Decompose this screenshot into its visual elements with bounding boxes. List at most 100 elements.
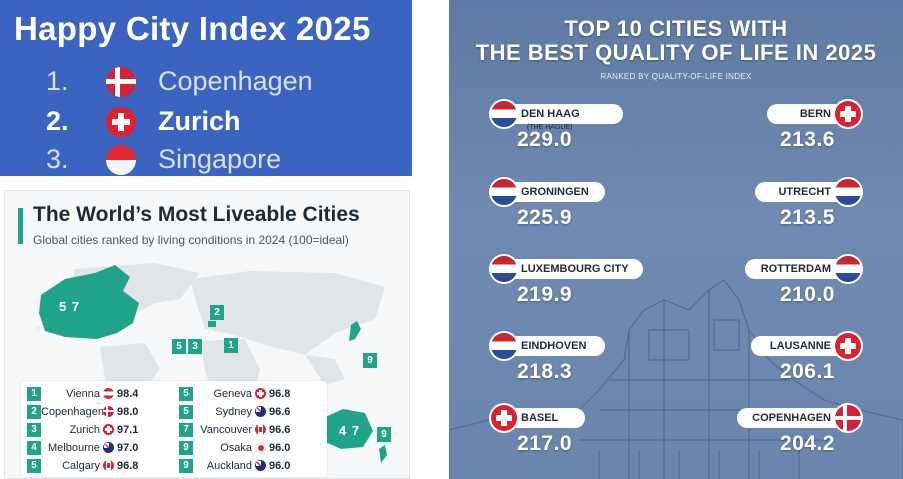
quality-city-item: EINDHOVEN 218.3: [491, 333, 605, 384]
legend-rank: 5: [179, 386, 193, 401]
legend-score: 96.6: [269, 423, 291, 436]
happy-rank: 2.: [46, 106, 69, 136]
legend-rank: 1: [27, 386, 41, 401]
liveable-legend: 1 Vienna 98.4 2 Copenhagen 98.0 3 Zurich…: [21, 381, 327, 477]
city-pill: LUXEMBOURG CITY: [491, 256, 643, 282]
city-name: DEN HAAG: [521, 108, 580, 120]
australia-flag-icon: [255, 406, 266, 417]
city-score: 206.1: [779, 360, 835, 383]
quality-city-item: BASEL 217.0: [491, 405, 585, 456]
city-name: BASEL: [521, 412, 559, 424]
city-score: 217.0: [517, 432, 573, 455]
quality-subtitle: RANKED BY QUALITY-OF-LIFE INDEX: [600, 72, 752, 81]
liveable-subtitle: Global cities ranked by living condition…: [33, 233, 349, 247]
netherlands-flag-icon: [491, 256, 517, 282]
city-pill: LAUSANNE: [751, 333, 861, 359]
city-name: LAUSANNE: [769, 340, 831, 352]
city-pill: EINDHOVEN: [491, 333, 605, 359]
singapore-flag-icon: [106, 144, 136, 175]
canada-flag-icon: [255, 424, 266, 435]
legend-city: Copenhagen: [41, 405, 105, 418]
quality-city-item: COPENHAGEN 204.2: [737, 405, 861, 456]
city-score: 213.6: [779, 128, 835, 151]
city-note: (THE HAGUE): [527, 124, 573, 131]
legend-row: 5 Sydney 96.6: [179, 404, 290, 419]
switzerland-flag-icon: [835, 101, 861, 127]
liveable-title: The World’s Most Liveable Cities: [33, 203, 360, 226]
map-marker: 2: [210, 305, 224, 320]
city-score: 229.0: [517, 128, 573, 151]
netherlands-flag-icon: [835, 179, 861, 205]
happy-row-1: 1. Copenhagen: [46, 66, 313, 97]
legend-row: 5 Calgary 96.8: [27, 458, 138, 473]
map-marker: 9: [363, 353, 377, 368]
happy-city: Zurich: [158, 106, 241, 136]
city-name: LUXEMBOURG CITY: [521, 263, 629, 275]
liveable-cities-panel: The World’s Most Liveable Cities Global …: [4, 190, 410, 479]
city-name: COPENHAGEN: [752, 412, 831, 424]
legend-score: 96.8: [117, 459, 139, 472]
legend-score: 96.0: [269, 441, 291, 454]
happy-row-3: 3. Singapore: [46, 144, 281, 175]
city-score: 219.9: [517, 283, 573, 306]
netherlands-flag-icon: [491, 333, 517, 359]
legend-rank: 7: [179, 422, 193, 437]
legend-city: Sydney: [215, 405, 252, 418]
quality-city-item: BERN 213.6: [767, 101, 861, 152]
legend-score: 96.0: [269, 459, 291, 472]
quality-city-item: GRONINGEN 225.9: [491, 179, 605, 230]
happy-rank: 1.: [46, 66, 69, 96]
city-score: 213.5: [779, 206, 835, 229]
city-score: 225.9: [517, 206, 573, 229]
legend-row: 2 Copenhagen 98.0: [27, 404, 138, 419]
quality-title-line2: THE BEST QUALITY OF LIFE IN 2025: [475, 40, 877, 65]
happy-city: Singapore: [158, 144, 282, 174]
switzerland-flag-icon: [491, 405, 517, 431]
legend-rank: 9: [179, 458, 193, 473]
accent-bar: [18, 208, 23, 244]
legend-row: 5 Geneva 96.8: [179, 386, 290, 401]
map-marker: 1: [224, 338, 238, 353]
quality-title-line1: TOP 10 CITIES WITH: [564, 16, 788, 41]
quality-city-item: LAUSANNE 206.1: [751, 333, 861, 384]
legend-score: 98.0: [117, 405, 139, 418]
denmark-flag-icon: [103, 406, 114, 417]
city-score: 210.0: [779, 283, 835, 306]
legend-rank: 9: [179, 440, 193, 455]
city-name: EINDHOVEN: [521, 340, 587, 352]
happy-row-2: 2. Zurich: [46, 106, 241, 137]
netherlands-flag-icon: [491, 101, 517, 127]
legend-score: 98.4: [117, 387, 139, 400]
canada-flag-icon: [103, 460, 114, 471]
legend-rank: 5: [27, 458, 41, 473]
austria-flag-icon: [103, 388, 114, 399]
map-label-canada: 5 7: [59, 299, 81, 314]
legend-rank: 4: [27, 440, 41, 455]
legend-score: 96.8: [269, 387, 291, 400]
city-pill: BERN: [767, 101, 861, 127]
city-score: 204.2: [779, 432, 835, 455]
map-marker: 3: [188, 339, 202, 354]
legend-score: 97.1: [117, 423, 139, 436]
map-marker: 9: [377, 427, 391, 442]
legend-rank: 2: [27, 404, 41, 419]
city-pill: COPENHAGEN: [737, 405, 861, 431]
city-pill: ROTTERDAM: [745, 256, 861, 282]
switzerland-flag-icon: [106, 106, 136, 137]
legend-score: 97.0: [117, 441, 139, 454]
quality-city-item: DEN HAAG (THE HAGUE) 229.0: [491, 101, 623, 152]
legend-row: 9 Auckland 96.0: [179, 458, 290, 473]
legend-rank: 5: [179, 404, 193, 419]
netherlands-flag-icon: [835, 256, 861, 282]
switzerland-flag-icon: [255, 388, 266, 399]
legend-city: Vienna: [65, 387, 100, 400]
legend-row: 1 Vienna 98.4: [27, 386, 138, 401]
legend-city: Zurich: [69, 423, 100, 436]
city-pill: UTRECHT: [755, 179, 861, 205]
switzerland-flag-icon: [835, 333, 861, 359]
happy-city: Copenhagen: [158, 66, 313, 96]
city-name: GRONINGEN: [521, 186, 589, 198]
city-name: BERN: [799, 108, 831, 120]
legend-city: Osaka: [220, 441, 252, 454]
